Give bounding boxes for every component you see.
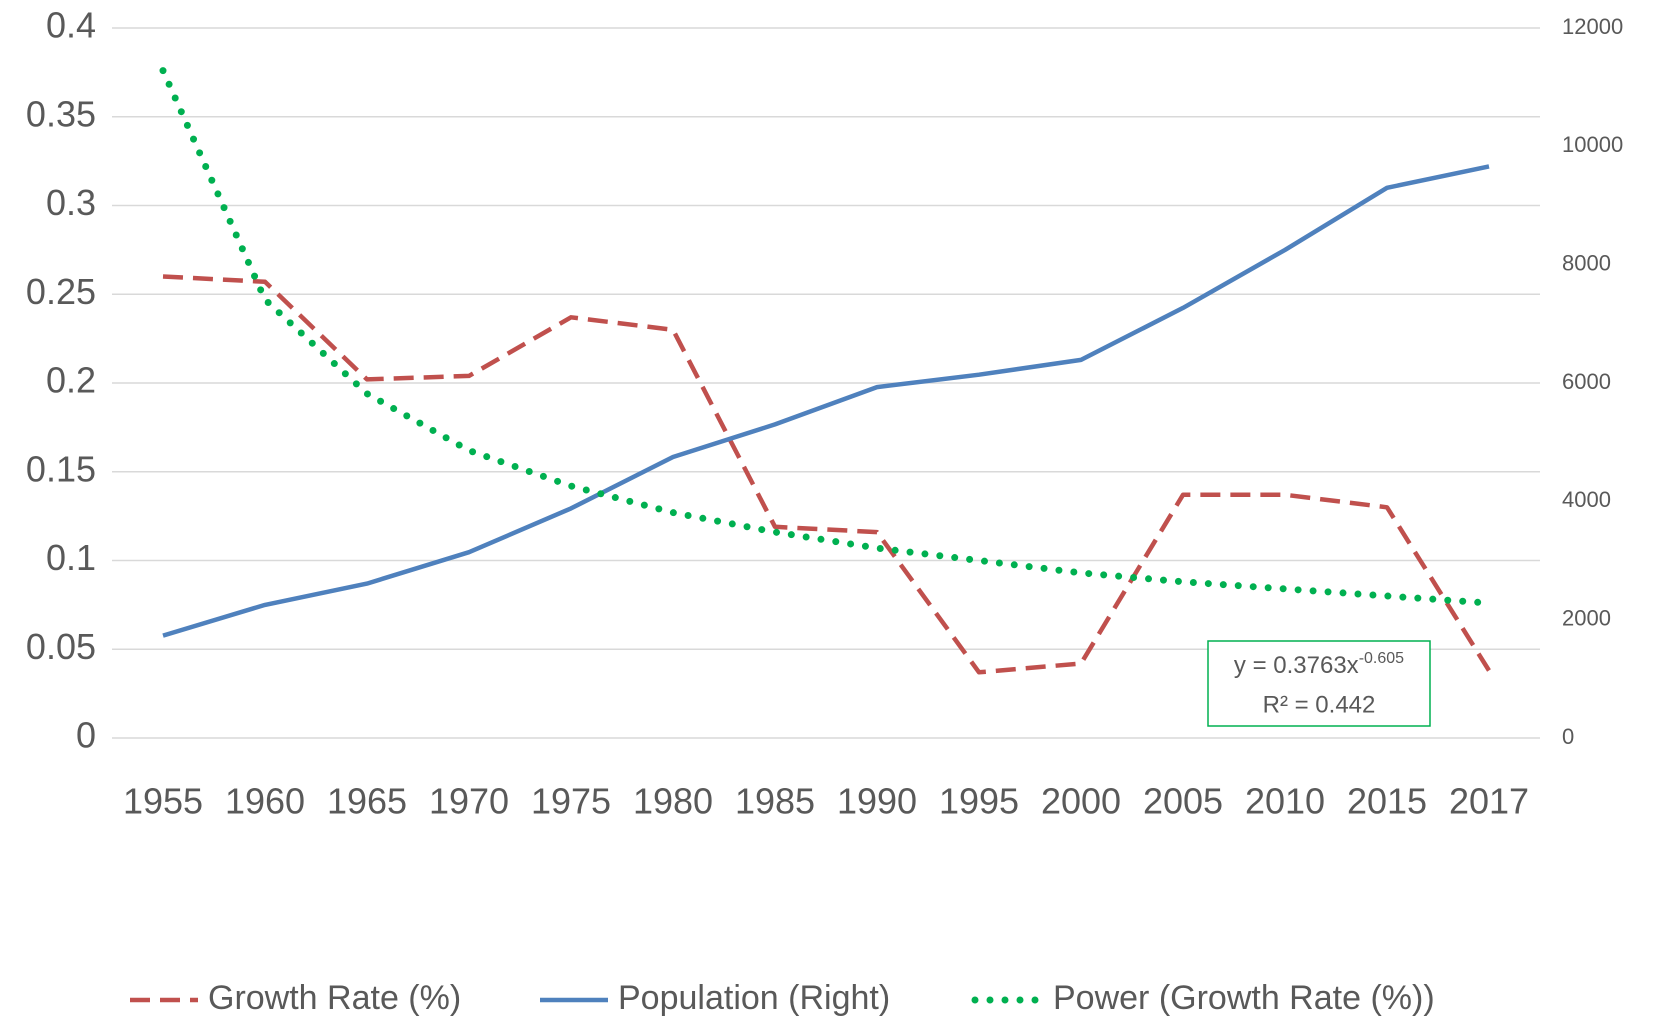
y-tick-label: 0.15 bbox=[26, 448, 96, 489]
y2-tick-label: 10000 bbox=[1562, 132, 1623, 157]
exponent: -0.605 bbox=[1359, 650, 1404, 667]
x-tick-label: 2005 bbox=[1143, 781, 1223, 822]
y-tick-label: 0.3 bbox=[46, 182, 96, 223]
series-line bbox=[162, 274, 1491, 675]
annotation-box bbox=[1207, 640, 1431, 727]
x-tick-label: 2015 bbox=[1347, 781, 1427, 822]
y-tick-label: 0.25 bbox=[26, 271, 96, 312]
y2-tick-label: 2000 bbox=[1562, 605, 1611, 630]
x-tick-label: 1965 bbox=[327, 781, 407, 822]
y-tick-label: 0.4 bbox=[46, 5, 96, 46]
y2-tick-label: 8000 bbox=[1562, 250, 1611, 275]
legend-label: Growth Rate (%) bbox=[208, 979, 461, 1017]
equation: y = 0.3763x bbox=[1234, 652, 1359, 679]
x-tick-label: 1990 bbox=[837, 781, 917, 822]
x-tick-label: 1985 bbox=[735, 781, 815, 822]
x-tick-label: 1980 bbox=[633, 781, 713, 822]
x-tick-label: 1960 bbox=[225, 781, 305, 822]
legend-label: Population (Right) bbox=[618, 979, 890, 1017]
x-tick-label: 1975 bbox=[531, 781, 611, 822]
y-tick-label: 0.35 bbox=[26, 93, 96, 134]
y-tick-label: 0.05 bbox=[26, 626, 96, 667]
y2-tick-label: 12000 bbox=[1562, 14, 1623, 39]
y-tick-label: 0 bbox=[76, 715, 96, 756]
plot-area bbox=[112, 27, 1540, 739]
r-squared: R² = 0.442 bbox=[1263, 691, 1376, 718]
series-line bbox=[159, 67, 1493, 607]
x-tick-label: 2017 bbox=[1449, 781, 1529, 822]
x-tick-label: 1955 bbox=[123, 781, 203, 822]
series-line bbox=[162, 164, 1490, 638]
y-tick-label: 0.2 bbox=[46, 360, 96, 401]
y2-tick-label: 6000 bbox=[1562, 369, 1611, 394]
y2-tick-label: 4000 bbox=[1562, 487, 1611, 512]
x-tick-label: 1995 bbox=[939, 781, 1019, 822]
x-tick-label: 1970 bbox=[429, 781, 509, 822]
trend-equation: y = 0.3763x-0.605 bbox=[1234, 650, 1404, 679]
x-tick-label: 2010 bbox=[1245, 781, 1325, 822]
y2-tick-label: 0 bbox=[1562, 724, 1574, 749]
x-tick-label: 2000 bbox=[1041, 781, 1121, 822]
legend-label: Power (Growth Rate (%)) bbox=[1053, 979, 1435, 1017]
y-tick-label: 0.1 bbox=[46, 537, 96, 578]
